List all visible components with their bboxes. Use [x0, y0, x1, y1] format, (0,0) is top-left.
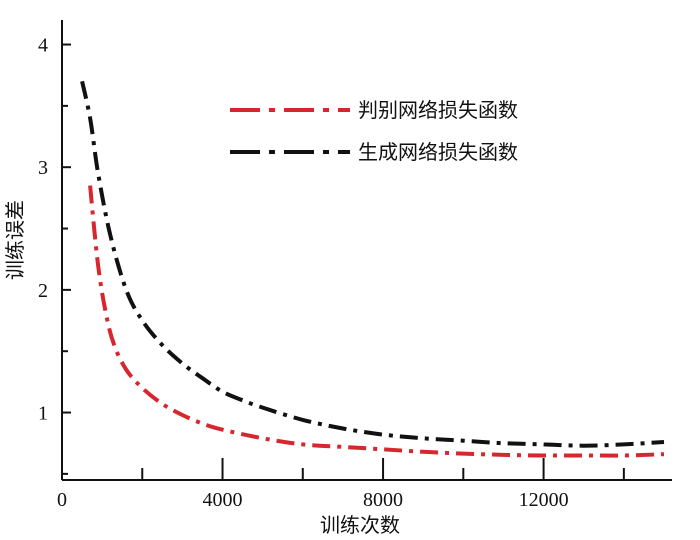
y-tick-label: 3 — [38, 157, 48, 179]
y-tick-label: 4 — [38, 35, 48, 57]
x-tick-label: 0 — [57, 489, 67, 511]
y-tick-label: 2 — [38, 280, 48, 302]
x-tick-label: 12000 — [519, 489, 569, 511]
x-tick-label: 8000 — [363, 489, 403, 511]
discriminator-loss-series-line — [88, 185, 665, 458]
generator-loss-series-line — [80, 80, 665, 448]
y-axis-title: 训练误差 — [3, 200, 27, 280]
x-axis-title: 训练次数 — [320, 513, 400, 537]
x-tick-label: 4000 — [203, 489, 243, 511]
y-tick-label: 1 — [38, 403, 48, 425]
generator-loss-legend-label: 生成网络损失函数 — [358, 140, 518, 164]
discriminator-loss-legend-label: 判别网络损失函数 — [358, 98, 518, 122]
